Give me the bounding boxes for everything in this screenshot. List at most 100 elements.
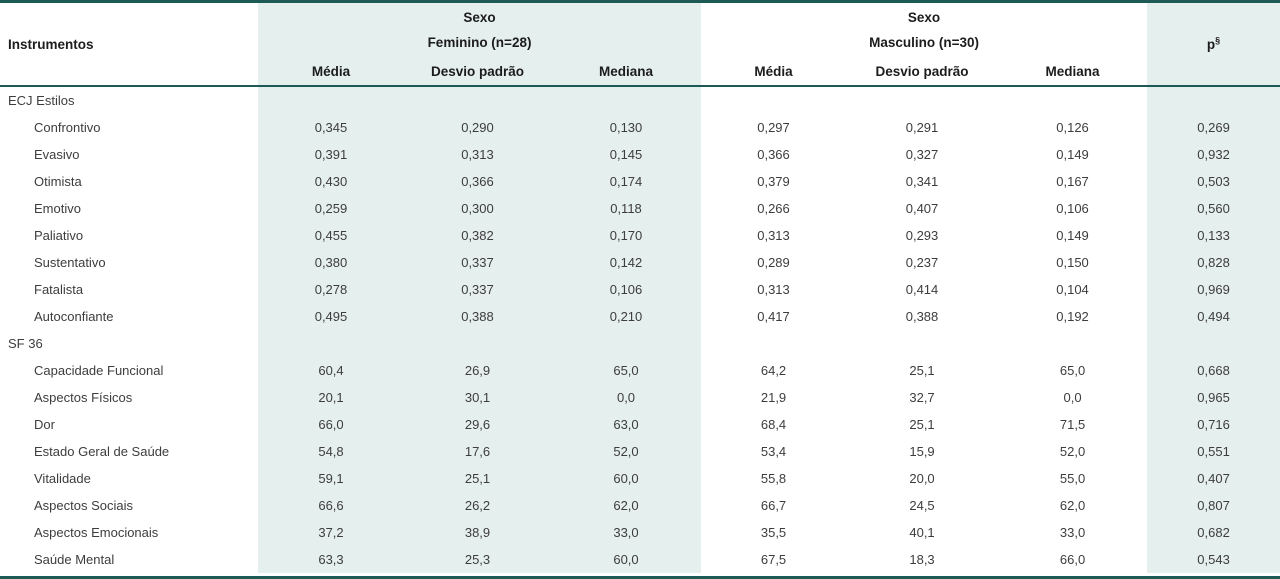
value-cell: 0,366 [404,168,551,195]
empty-cell [701,86,847,114]
value-cell: 0,210 [551,303,702,330]
p-value-cell: 0,828 [1147,249,1280,276]
value-cell: 0,327 [846,141,999,168]
empty-cell [846,330,999,357]
empty-cell [998,86,1148,114]
value-cell: 0,313 [701,276,847,303]
table-row: Fatalista 0,278 0,337 0,106 0,313 0,414 0,104 0… [0,276,1280,303]
section-title: SF 36 [0,330,258,357]
value-cell: 65,0 [551,357,702,384]
value-cell: 0,174 [551,168,702,195]
table-row: Sustentativo 0,380 0,337 0,142 0,289 0,237 0,1… [0,249,1280,276]
row-label: Capacidade Funcional [0,357,258,384]
value-cell: 0,149 [998,141,1148,168]
value-cell: 25,3 [404,546,551,573]
table-row: Paliativo 0,455 0,382 0,170 0,313 0,293 0,149 0… [0,222,1280,249]
table-row: Aspectos Físicos 20,1 30,1 0,0 21,9 32,7 0,0 0,… [0,384,1280,411]
table-row: Aspectos Emocionais 37,2 38,9 33,0 35,5 40,1 3… [0,519,1280,546]
value-cell: 0,126 [998,114,1148,141]
value-cell: 37,2 [258,519,404,546]
value-cell: 26,9 [404,357,551,384]
table-body: ECJ Estilos Confrontivo 0,345 0,290 0,130 0,2… [0,86,1280,573]
p-value-cell: 0,807 [1147,492,1280,519]
value-cell: 65,0 [998,357,1148,384]
value-cell: 0,345 [258,114,404,141]
value-cell: 0,142 [551,249,702,276]
value-cell: 0,430 [258,168,404,195]
column-header-instrumentos: Instrumentos [0,3,258,86]
value-cell: 0,388 [404,303,551,330]
table-row: Emotivo 0,259 0,300 0,118 0,266 0,407 0,106 0,5… [0,195,1280,222]
value-cell: 0,382 [404,222,551,249]
value-cell: 60,4 [258,357,404,384]
value-cell: 0,289 [701,249,847,276]
value-cell: 62,0 [551,492,702,519]
group-sublabel-feminino: Feminino (n=28) [427,34,532,50]
group-header-feminino: Sexo Feminino (n=28) [258,3,702,58]
value-cell: 0,118 [551,195,702,222]
value-cell: 0,293 [846,222,999,249]
value-cell: 25,1 [404,465,551,492]
row-label: Aspectos Emocionais [0,519,258,546]
row-label: Autoconfiante [0,303,258,330]
p-value-cell: 0,932 [1147,141,1280,168]
p-value-cell: 0,965 [1147,384,1280,411]
value-cell: 0,192 [998,303,1148,330]
empty-cell [404,86,551,114]
column-header-mediana-m: Mediana [998,58,1148,86]
value-cell: 62,0 [998,492,1148,519]
group-header-masculino: Sexo Masculino (n=30) [701,3,1148,58]
row-label: Saúde Mental [0,546,258,573]
value-cell: 52,0 [998,438,1148,465]
value-cell: 32,7 [846,384,999,411]
value-cell: 25,1 [846,411,999,438]
p-value-cell: 0,133 [1147,222,1280,249]
p-value-cell: 0,503 [1147,168,1280,195]
value-cell: 60,0 [551,465,702,492]
value-cell: 55,0 [998,465,1148,492]
value-cell: 64,2 [701,357,847,384]
value-cell: 0,313 [404,141,551,168]
value-cell: 68,4 [701,411,847,438]
value-cell: 66,0 [258,411,404,438]
value-cell: 52,0 [551,438,702,465]
value-cell: 0,0 [551,384,702,411]
row-label: Dor [0,411,258,438]
header-group-row: Instrumentos Sexo Feminino (n=28) Sexo M… [0,3,1280,86]
value-cell: 63,0 [551,411,702,438]
table-header: Instrumentos Sexo Feminino (n=28) Sexo M… [0,3,1280,86]
p-value-cell: 0,716 [1147,411,1280,438]
value-cell: 0,417 [701,303,847,330]
group-label-sexo: Sexo [907,9,941,25]
value-cell: 0,0 [998,384,1148,411]
p-value-cell: 0,682 [1147,519,1280,546]
value-cell: 30,1 [404,384,551,411]
row-label: Confrontivo [0,114,258,141]
p-value-cell: 0,668 [1147,357,1280,384]
value-cell: 0,455 [258,222,404,249]
table-row: Otimista 0,430 0,366 0,174 0,379 0,341 0,167 0,… [0,168,1280,195]
value-cell: 24,5 [846,492,999,519]
value-cell: 59,1 [258,465,404,492]
value-cell: 66,7 [701,492,847,519]
value-cell: 0,337 [404,276,551,303]
empty-cell [846,86,999,114]
section-title: ECJ Estilos [0,86,258,114]
value-cell: 66,0 [998,546,1148,573]
value-cell: 0,313 [701,222,847,249]
p-value-cell: 0,560 [1147,195,1280,222]
table-row: Saúde Mental 63,3 25,3 60,0 67,5 18,3 66,0 0,54… [0,546,1280,573]
column-header-mediana-f: Mediana [551,58,702,86]
row-label: Otimista [0,168,258,195]
value-cell: 53,4 [701,438,847,465]
value-cell: 0,414 [846,276,999,303]
empty-cell [1147,330,1280,357]
table-row: Autoconfiante 0,495 0,388 0,210 0,417 0,388 0,… [0,303,1280,330]
section-row: ECJ Estilos [0,86,1280,114]
value-cell: 0,150 [998,249,1148,276]
value-cell: 0,145 [551,141,702,168]
value-cell: 40,1 [846,519,999,546]
empty-cell [551,86,702,114]
row-label: Paliativo [0,222,258,249]
